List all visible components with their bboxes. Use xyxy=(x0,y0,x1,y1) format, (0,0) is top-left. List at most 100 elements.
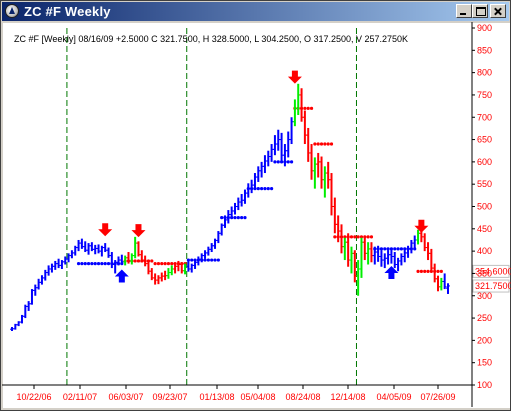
stop-dot xyxy=(220,216,224,220)
stop-dot xyxy=(76,262,81,266)
price-bar xyxy=(436,275,441,292)
stop-dot xyxy=(80,262,84,266)
date-tick-label: 05/04/08 xyxy=(240,392,275,402)
signal-arrows xyxy=(98,70,429,283)
stop-dot xyxy=(86,262,91,266)
stop-dot xyxy=(260,187,264,191)
minimize-button[interactable] xyxy=(456,4,472,18)
stop-dot xyxy=(170,262,174,266)
price-bar xyxy=(29,289,34,305)
stop-dot xyxy=(349,235,354,239)
price-bar xyxy=(146,260,151,275)
price-tick-label: 250 xyxy=(477,313,492,323)
price-tick-label: 850 xyxy=(477,45,492,55)
stop-dot xyxy=(166,262,171,266)
trailing-stop-dots xyxy=(76,106,443,273)
price-bar xyxy=(299,88,304,122)
stop-dot xyxy=(306,106,310,110)
price-bar xyxy=(422,233,427,252)
price-bar xyxy=(326,161,331,189)
price-tick-label: 800 xyxy=(477,68,492,78)
stop-dot xyxy=(103,262,107,266)
price-bar xyxy=(206,246,211,256)
price-bar xyxy=(53,260,58,270)
price-bars xyxy=(10,83,450,332)
stop-dot xyxy=(270,187,274,191)
stop-dot xyxy=(93,262,97,266)
price-bar xyxy=(43,269,48,281)
price-label: 354.6000 xyxy=(472,264,511,278)
price-bar xyxy=(439,277,444,291)
price-bar xyxy=(382,253,387,269)
date-axis[interactable] xyxy=(3,386,473,408)
stop-dot xyxy=(263,187,267,191)
price-bar xyxy=(229,206,234,219)
price-bar xyxy=(199,253,204,263)
price-bar xyxy=(312,157,317,189)
price-bar xyxy=(209,243,214,253)
price-bar xyxy=(69,250,74,259)
price-bar xyxy=(296,83,301,116)
price-bar xyxy=(49,263,54,273)
price-bar xyxy=(362,236,367,261)
price-bar xyxy=(256,166,261,182)
stop-dot xyxy=(213,258,217,262)
stop-dot xyxy=(150,259,154,263)
price-bar xyxy=(86,243,91,255)
stop-dot xyxy=(329,142,334,146)
stop-dot xyxy=(136,259,141,263)
stop-dot xyxy=(163,262,167,266)
price-bar xyxy=(339,224,344,254)
stop-dot xyxy=(83,262,87,266)
stop-dot xyxy=(203,258,207,262)
price-bar xyxy=(96,244,101,254)
app-icon[interactable] xyxy=(5,4,19,18)
price-bar xyxy=(266,150,271,167)
stop-dot xyxy=(206,258,210,262)
stop-dot xyxy=(90,262,94,266)
close-button[interactable] xyxy=(490,4,506,18)
title-bar[interactable]: ZC #F Weekly xyxy=(2,2,509,21)
price-bar xyxy=(446,283,450,294)
price-bar xyxy=(46,265,51,276)
price-tick-label: 150 xyxy=(477,358,492,368)
current-price-labels: 354.6000 321.7500 xyxy=(472,264,511,293)
buy-arrow xyxy=(384,265,399,279)
price-axis[interactable] xyxy=(473,23,510,408)
price-bar xyxy=(79,238,84,249)
price-tick-label: 600 xyxy=(477,157,492,167)
price-bar xyxy=(432,263,437,283)
price-bar xyxy=(282,144,287,167)
price-bar xyxy=(386,250,391,265)
stop-dot xyxy=(210,258,214,262)
stop-dot xyxy=(106,262,111,266)
price-tick-label: 450 xyxy=(477,224,492,234)
stop-dot xyxy=(383,247,387,251)
price-bar xyxy=(322,166,327,198)
price-bar xyxy=(153,273,158,285)
price-bar xyxy=(246,183,251,198)
maximize-button[interactable] xyxy=(472,4,488,18)
price-bar xyxy=(166,268,171,279)
stop-dot xyxy=(353,235,357,239)
stop-dot xyxy=(333,235,337,239)
stop-dot xyxy=(233,216,237,220)
price-bar xyxy=(109,252,114,269)
price-bar xyxy=(412,235,417,249)
price-bar xyxy=(392,252,397,269)
stop-dot xyxy=(396,247,400,251)
stop-dot xyxy=(190,258,194,262)
price-bar xyxy=(336,215,341,243)
price-bar xyxy=(359,237,364,278)
stop-dot xyxy=(216,258,220,262)
stop-dot xyxy=(313,142,317,146)
stop-dot xyxy=(243,216,247,220)
price-bar xyxy=(306,127,311,162)
stop-dot xyxy=(419,269,423,273)
price-bar xyxy=(226,210,231,224)
stop-dot xyxy=(369,235,374,239)
window-title: ZC #F Weekly xyxy=(24,4,111,19)
price-bar xyxy=(106,247,111,258)
stop-dot xyxy=(153,262,157,266)
